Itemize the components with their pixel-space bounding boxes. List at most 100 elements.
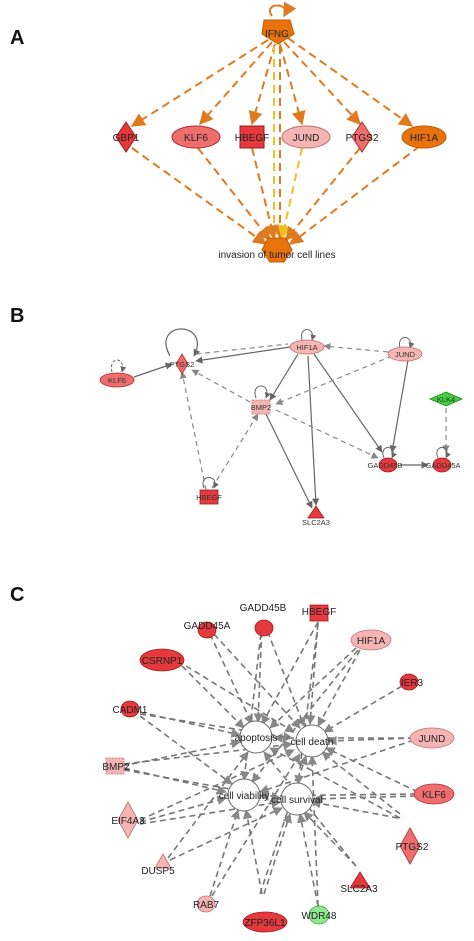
node-b-ptgs2[interactable]: PTGS2 — [170, 353, 195, 375]
edge-rab7-viability — [209, 809, 240, 897]
edge-wdr48-celldeath — [307, 755, 319, 907]
self-jund — [398, 337, 415, 349]
node-c-gadd45b[interactable]: GADD45B — [240, 603, 287, 637]
edge-hif1a-slc2a3 — [307, 355, 320, 506]
node-label: JUND — [395, 350, 416, 359]
edge-ifng-ptgs2 — [283, 41, 361, 126]
edge-hif1a-ptgs2 — [195, 346, 291, 364]
edge-ifng-klf6 — [199, 41, 273, 126]
panel-c: C — [10, 584, 455, 933]
node-jund[interactable]: JUND — [281, 125, 331, 149]
function-label: cell death — [291, 737, 334, 748]
edge-gadd45b-viability — [240, 623, 263, 781]
edge-cadm1-celldeath — [139, 713, 293, 742]
edge-gadd45b-apoptosis — [253, 621, 264, 723]
node-label: DUSP5 — [141, 866, 175, 877]
edge-rab7-celldeath — [211, 753, 301, 897]
node-c-jund[interactable]: JUND — [409, 727, 455, 749]
node-ifng[interactable]: IFNG — [261, 1, 297, 45]
node-label: HIF1A — [296, 343, 317, 352]
edge-klf6-survival — [313, 793, 417, 804]
panel-c-label: C — [10, 584, 24, 606]
edge-hif1a-viability — [251, 649, 359, 783]
edge-hif1a-celldeath — [317, 649, 361, 727]
node-label: JUND — [419, 734, 446, 745]
node-label: EIF4A3 — [111, 816, 145, 827]
node-c-zfp36l1[interactable]: ZFP36L1 — [242, 911, 288, 933]
edge-gbp1-target — [131, 147, 268, 245]
edge-hbegf-target — [251, 147, 278, 240]
node-c-gadd45a[interactable]: GADD45A — [184, 621, 231, 639]
node-c-csrnp1[interactable]: CSRNP1 — [139, 648, 185, 672]
function-cell-survival[interactable]: cell survival — [271, 782, 323, 816]
node-b-jund[interactable]: JUND — [387, 346, 423, 362]
panel-b-label: B — [10, 305, 24, 327]
edge-jund-viability — [259, 739, 415, 794]
node-c-eif4a3[interactable]: EIF4A3 — [111, 801, 145, 839]
edge-hbegf-apoptosis — [261, 621, 319, 725]
edge-ptgs2-hif1a — [195, 343, 289, 355]
node-b-gadd45a[interactable]: GADD45A — [425, 457, 461, 473]
panel-a: A IFNG GBP1 — [10, 1, 447, 263]
node-gbp1[interactable]: GBP1 — [113, 121, 140, 153]
node-b-klf6[interactable]: KLF6 — [99, 372, 135, 388]
node-c-hbegf[interactable]: HBEGF — [302, 604, 336, 622]
self-hif1a — [300, 329, 317, 341]
edge-jund-celldeath — [327, 735, 415, 746]
node-c-wdr48[interactable]: WDR48 — [301, 905, 337, 925]
edge-ptgs2-self — [165, 328, 201, 357]
node-label: JUND — [293, 133, 320, 144]
node-b-hif1a[interactable]: HIF1A — [289, 339, 325, 355]
node-invasion-target[interactable]: invasion of tumor cell lines — [218, 237, 336, 263]
node-label: PTGS2 — [346, 133, 379, 144]
node-label: KLF6 — [184, 133, 208, 144]
node-label: IFNG — [265, 29, 289, 40]
node-c-bmp2[interactable]: BMP2 — [102, 757, 130, 775]
node-c-dusp5[interactable]: DUSP5 — [141, 853, 175, 877]
panel-a-label: A — [10, 27, 24, 49]
node-hbegf[interactable]: HBEGF — [235, 125, 269, 149]
node-label: HBEGF — [196, 493, 222, 502]
edge-wdr48-survival — [296, 813, 319, 907]
edge-csrnp1-celldeath — [185, 665, 295, 733]
node-c-ptgs2[interactable]: PTGS2 — [396, 827, 429, 865]
edge-hif1a-target — [288, 145, 421, 245]
edge-hif1a-gadd45b — [313, 353, 383, 453]
node-klf6[interactable]: KLF6 — [171, 125, 221, 149]
node-c-klf6[interactable]: KLF6 — [413, 783, 455, 805]
node-c-rab7[interactable]: RAB7 — [193, 895, 220, 913]
edge-klf6-celldeath — [325, 747, 419, 793]
node-label: GADD45B — [367, 461, 402, 470]
self-klf6 — [110, 359, 127, 373]
node-hif1a[interactable]: HIF1A — [401, 125, 447, 149]
node-b-bmp2[interactable]: BMP2 — [251, 399, 271, 415]
node-b-slc2a3[interactable]: SLC2A3 — [302, 505, 330, 527]
function-apoptosis[interactable]: apoptosis — [235, 720, 278, 754]
node-c-hif1a[interactable]: HIF1A — [350, 629, 392, 651]
edge-hbegf-bmp2 — [211, 413, 259, 489]
function-label: apoptosis — [235, 733, 278, 744]
edge-zfp36l1-viability — [242, 809, 263, 895]
node-b-gadd45b[interactable]: GADD45B — [367, 457, 403, 473]
node-c-cadm1[interactable]: CADM1 — [112, 700, 148, 718]
edge-dusp5-survival — [169, 807, 283, 861]
node-label: WDR48 — [301, 911, 336, 922]
function-label: cell survival — [271, 795, 323, 806]
edge-klf6-ptgs2 — [133, 362, 173, 378]
node-c-slc2a3[interactable]: SLC2A3 — [340, 871, 378, 895]
panel-b: B — [10, 305, 463, 527]
node-b-hbegf[interactable]: HBEGF — [196, 489, 222, 505]
node-label: KLF6 — [422, 790, 446, 801]
node-c-ier3[interactable]: IER3 — [399, 673, 424, 691]
function-cell-death[interactable]: cell death — [291, 724, 334, 758]
edge-ifng-gbp1 — [130, 39, 269, 127]
function-cell-viability[interactable]: cell viability — [219, 778, 270, 812]
node-label: HBEGF — [235, 133, 269, 144]
node-b-klk4[interactable]: KLK4 — [429, 391, 463, 407]
panel-a-edges — [130, 37, 421, 245]
node-label: RAB7 — [193, 900, 220, 911]
node-ptgs2[interactable]: PTGS2 — [346, 121, 379, 153]
panel-b-solid-edges — [133, 328, 429, 509]
node-label: CADM1 — [112, 705, 147, 716]
edge-csrnp1-apoptosis — [181, 665, 245, 729]
